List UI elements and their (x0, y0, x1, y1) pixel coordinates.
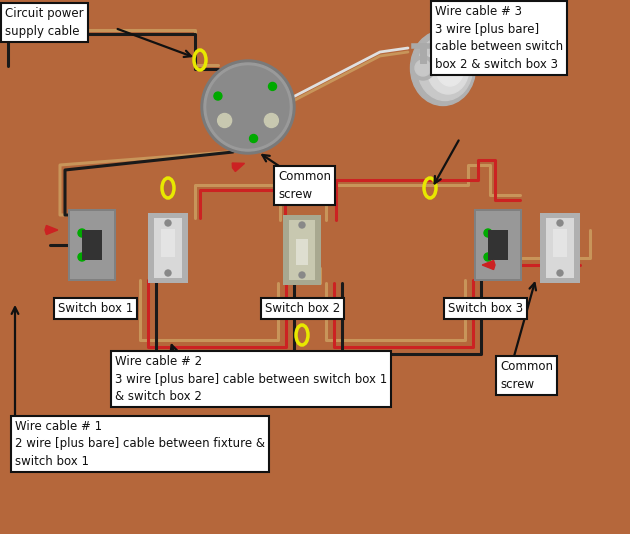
Text: Circuit power
supply cable: Circuit power supply cable (5, 7, 84, 37)
Ellipse shape (436, 50, 464, 86)
Circle shape (78, 229, 86, 237)
Circle shape (415, 60, 431, 76)
Circle shape (78, 253, 86, 261)
Bar (474, 209, 522, 281)
Circle shape (299, 222, 305, 228)
Text: Common
screw: Common screw (278, 170, 331, 200)
Text: Wire cable # 3
3 wire [plus bare]
cable between switch
box 2 & switch box 3: Wire cable # 3 3 wire [plus bare] cable … (435, 5, 563, 70)
Circle shape (265, 114, 278, 128)
Bar (553, 229, 567, 257)
Circle shape (557, 270, 563, 276)
Circle shape (484, 253, 492, 261)
Circle shape (557, 220, 563, 226)
Polygon shape (482, 261, 495, 270)
Bar (488, 230, 508, 260)
Polygon shape (45, 225, 58, 234)
Text: Common
screw: Common screw (500, 360, 553, 390)
Text: Wire cable # 1
2 wire [plus bare] cable between fixture &
switch box 1: Wire cable # 1 2 wire [plus bare] cable … (15, 420, 265, 468)
Circle shape (207, 66, 289, 148)
Circle shape (204, 63, 292, 151)
Text: Switch box 3: Switch box 3 (448, 302, 523, 315)
Bar (540, 213, 580, 283)
Circle shape (201, 60, 295, 154)
Ellipse shape (411, 30, 476, 106)
Circle shape (249, 135, 258, 143)
Ellipse shape (427, 42, 469, 94)
Ellipse shape (418, 35, 472, 100)
Bar (546, 218, 574, 278)
Circle shape (299, 272, 305, 278)
Text: Wire cable # 2
3 wire [plus bare] cable between switch box 1
& switch box 2: Wire cable # 2 3 wire [plus bare] cable … (115, 355, 387, 403)
Circle shape (214, 92, 222, 100)
Bar (296, 239, 308, 265)
Circle shape (165, 220, 171, 226)
Circle shape (268, 82, 277, 90)
Bar (70, 211, 114, 279)
Bar (154, 218, 182, 278)
Bar (289, 220, 315, 280)
Text: Switch box 2: Switch box 2 (265, 302, 340, 315)
Bar (68, 209, 116, 281)
Polygon shape (232, 163, 244, 171)
Circle shape (411, 56, 435, 80)
Circle shape (484, 229, 492, 237)
Bar (476, 211, 520, 279)
Circle shape (217, 114, 232, 128)
Bar (161, 229, 175, 257)
Text: Switch box 1: Switch box 1 (58, 302, 134, 315)
Bar (283, 215, 321, 285)
Bar (82, 230, 102, 260)
Bar (148, 213, 188, 283)
Circle shape (165, 270, 171, 276)
